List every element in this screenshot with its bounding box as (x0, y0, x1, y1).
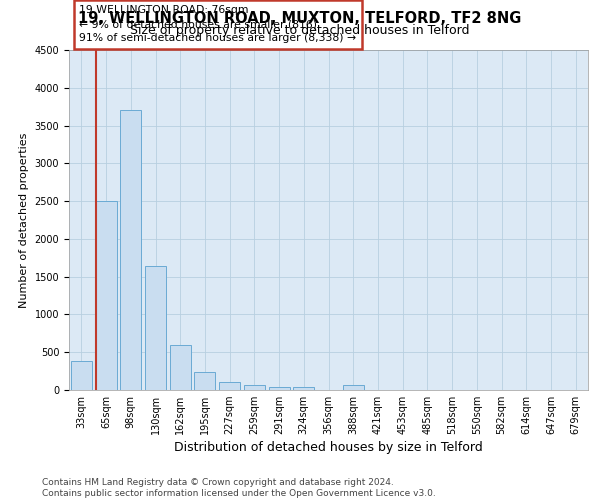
Y-axis label: Number of detached properties: Number of detached properties (19, 132, 29, 308)
Bar (71, 362, 92, 390)
Bar (145, 266, 166, 390)
Text: Size of property relative to detached houses in Telford: Size of property relative to detached ho… (130, 24, 470, 37)
Bar (293, 386, 314, 390)
Text: 19 WELLINGTON ROAD: 76sqm
← 9% of detached houses are smaller (816)
91% of semi-: 19 WELLINGTON ROAD: 76sqm ← 9% of detach… (79, 5, 356, 43)
Text: Contains HM Land Registry data © Crown copyright and database right 2024.
Contai: Contains HM Land Registry data © Crown c… (42, 478, 436, 498)
Bar (170, 344, 191, 390)
Bar (219, 382, 240, 390)
Bar (244, 385, 265, 390)
Bar (269, 386, 290, 390)
Text: 19, WELLINGTON ROAD, MUXTON, TELFORD, TF2 8NG: 19, WELLINGTON ROAD, MUXTON, TELFORD, TF… (79, 11, 521, 26)
Bar (120, 110, 141, 390)
Bar (95, 201, 116, 390)
X-axis label: Distribution of detached houses by size in Telford: Distribution of detached houses by size … (174, 442, 483, 454)
Bar (194, 372, 215, 390)
Bar (343, 385, 364, 390)
